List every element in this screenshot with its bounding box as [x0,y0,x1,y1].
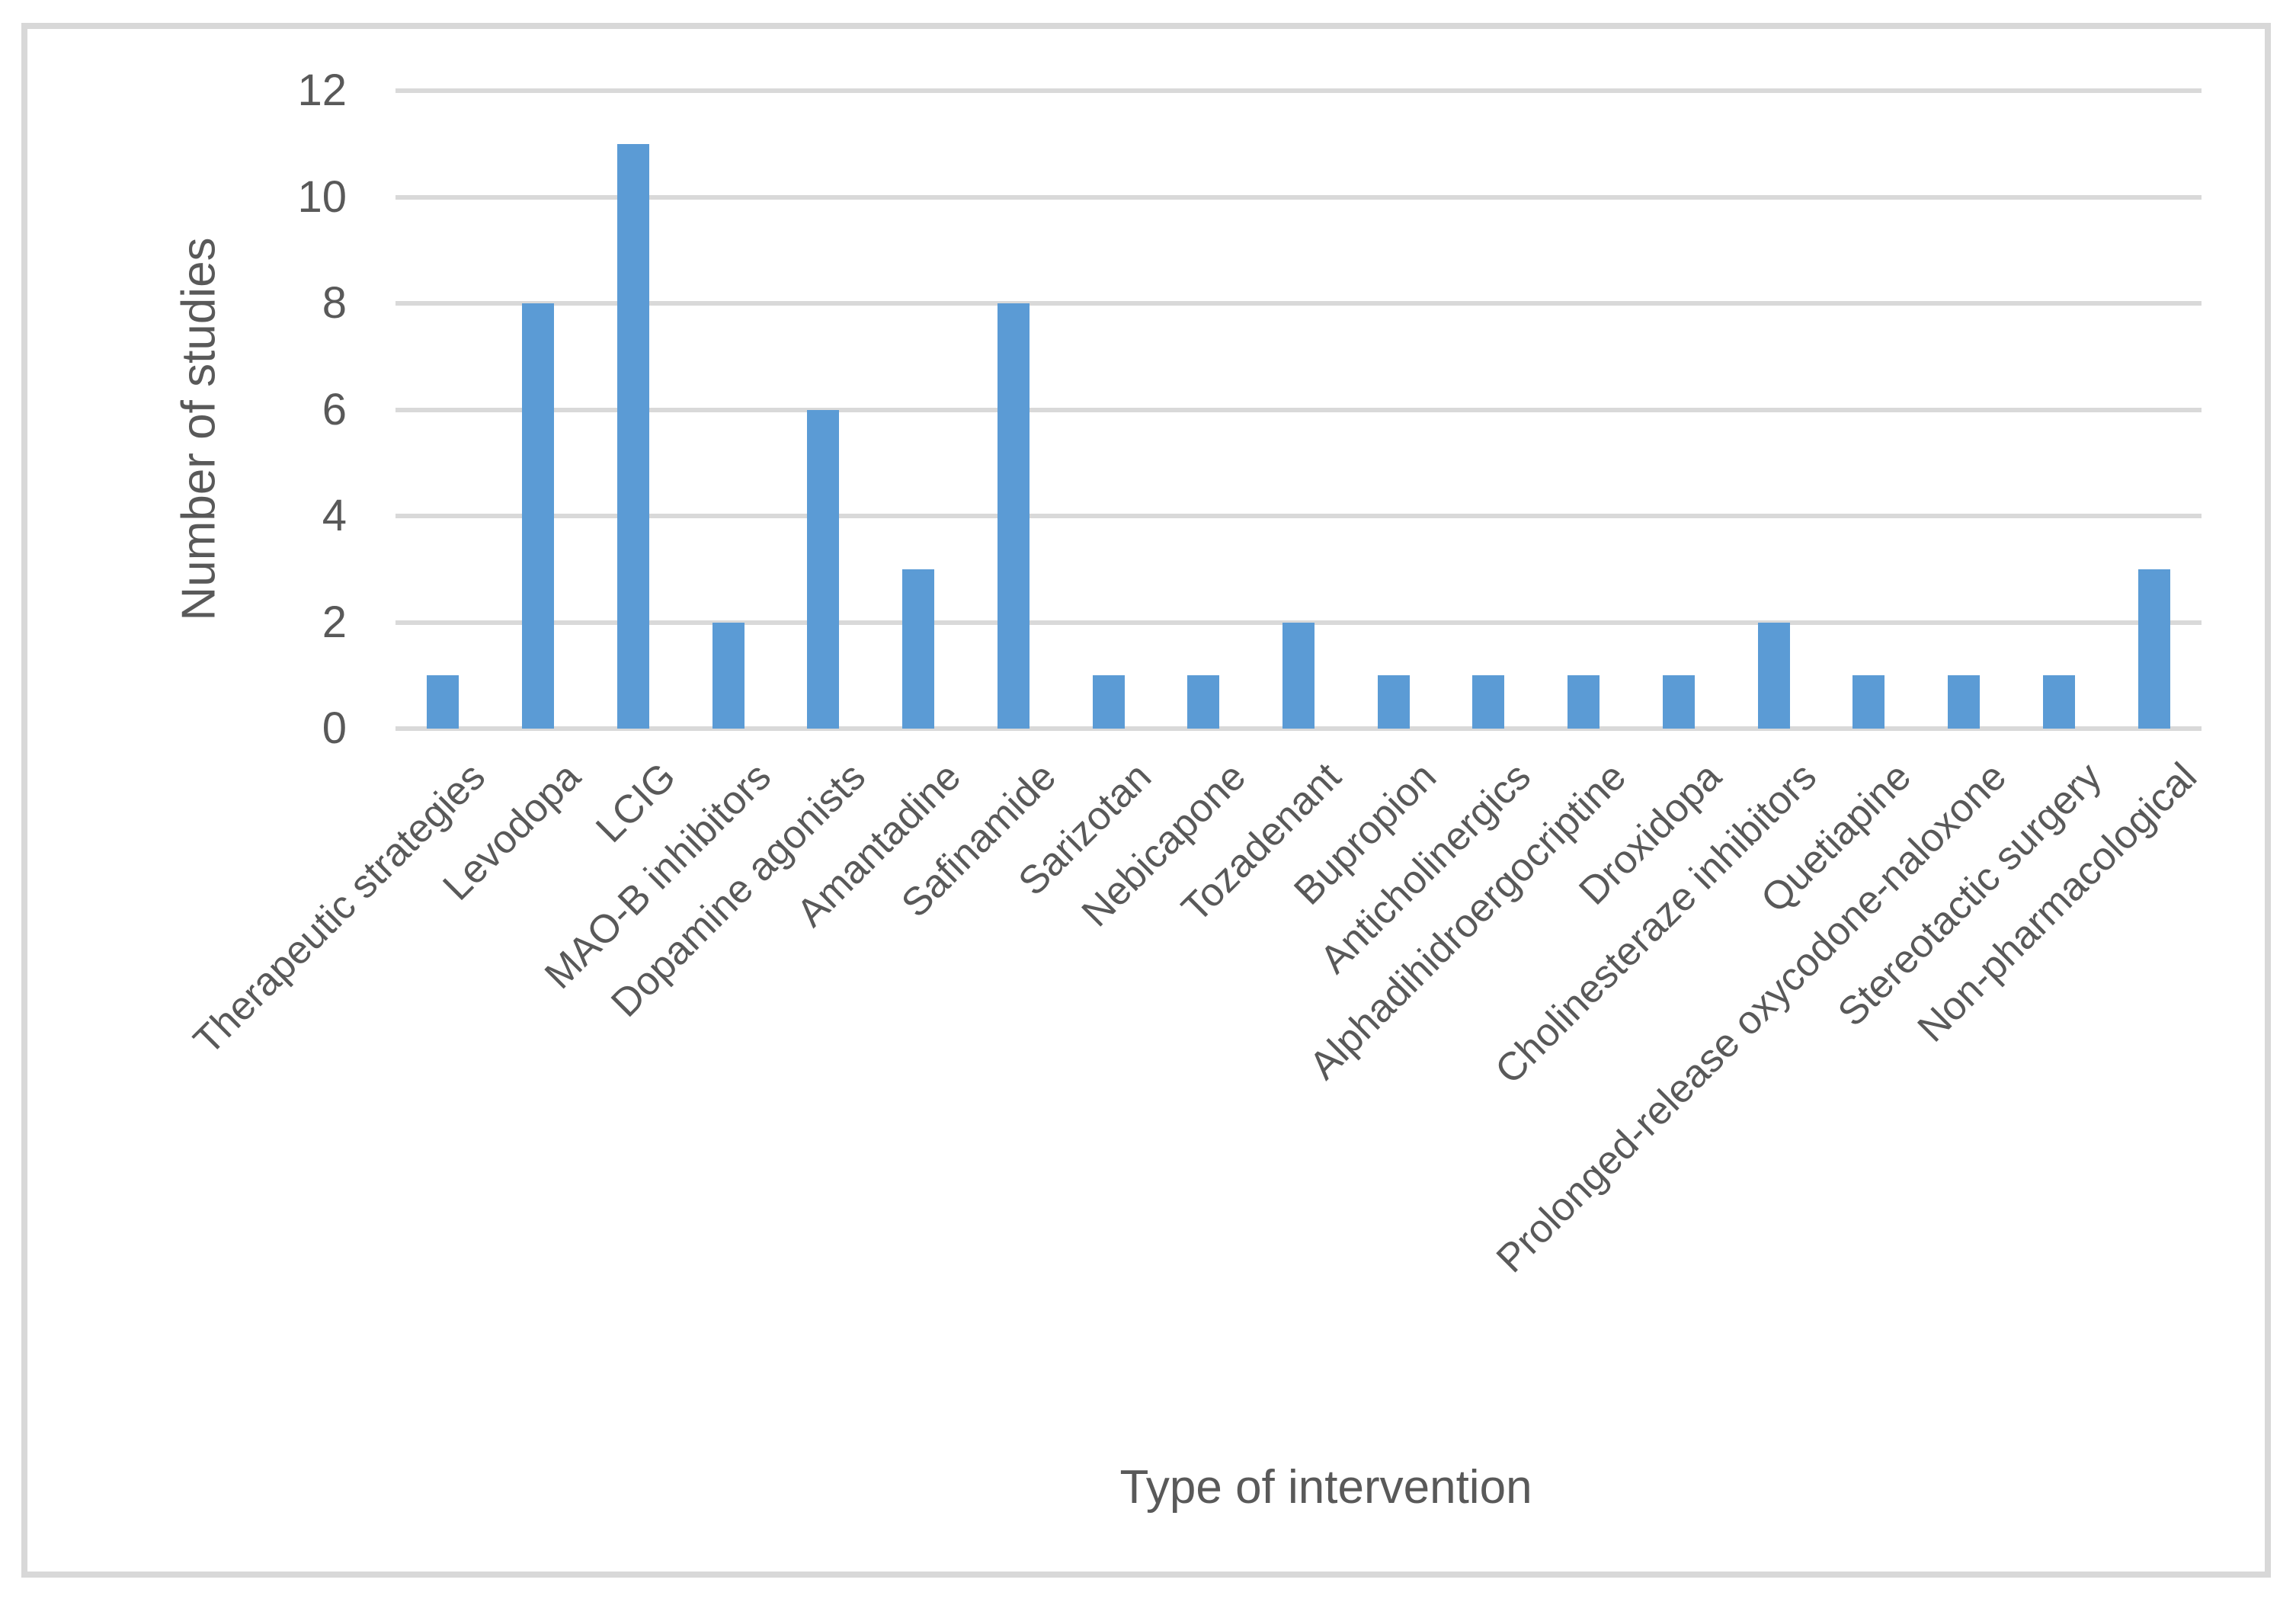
bar-8 [1187,675,1220,729]
y-tick-label-2: 2 [322,597,347,647]
bar-9 [1282,622,1315,729]
bar-16 [1948,675,1981,729]
bar-15 [1852,675,1885,729]
gridline-y-12 [395,88,2202,93]
bar-7 [1092,675,1125,729]
bar-17 [2042,675,2075,729]
bar-3 [712,622,745,729]
y-tick-label-4: 4 [322,491,347,540]
chart-frame: Number of studies Type of intervention [21,23,2271,1578]
bar-5 [902,569,935,729]
y-tick-label-6: 6 [322,384,347,434]
bar-10 [1377,675,1410,729]
y-tick-label-10: 10 [297,171,347,222]
bar-6 [997,303,1030,729]
gridline-y-0 [395,726,2202,731]
bar-11 [1472,675,1505,729]
bar-18 [2137,569,2170,729]
bar-12 [1567,675,1600,729]
gridline-y-6 [395,407,2202,412]
bar-1 [522,303,555,729]
y-tick-label-0: 0 [322,703,347,753]
y-tick-label-12: 12 [297,66,347,115]
bar-14 [1757,622,1790,729]
x-axis-title: Type of intervention [1119,1461,1532,1514]
y-tick-label-8: 8 [322,278,347,328]
bar-4 [807,409,840,729]
gridline-y-10 [395,194,2202,200]
bar-0 [427,675,460,729]
bar-2 [616,143,649,729]
gridline-y-4 [395,514,2202,518]
bar-13 [1662,675,1695,729]
gridline-y-8 [395,301,2202,306]
